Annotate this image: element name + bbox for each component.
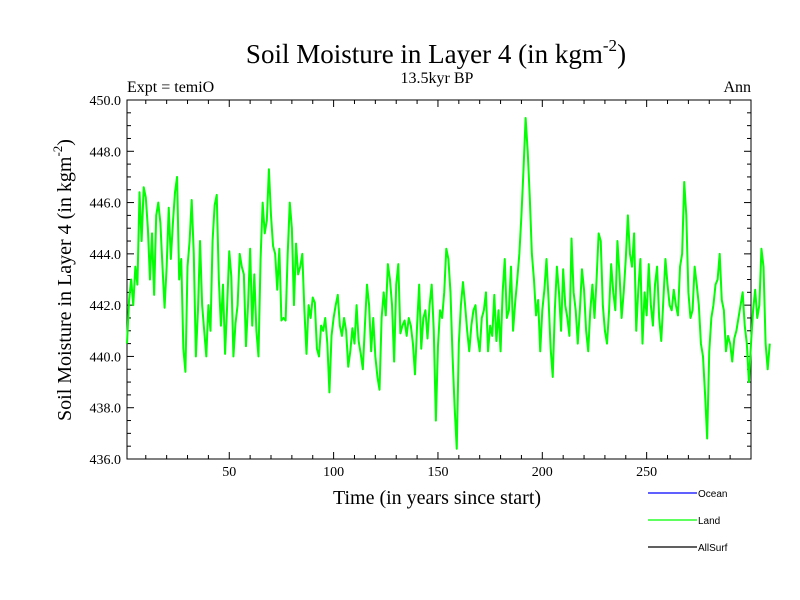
x-tick-label: 150: [427, 465, 448, 480]
period-label: 13.5kyr BP: [401, 70, 474, 87]
legend-label-land: Land: [698, 516, 720, 527]
x-tick-label: 200: [532, 465, 553, 480]
y-tick-label: 446.0: [90, 197, 122, 212]
axis-ticks: [127, 99, 752, 460]
axis-tick-labels: 50 100 150 200 250 436.0 438.0 440.0 442.0 444.0 4…: [90, 94, 658, 480]
y-tick-label: 436.0: [90, 453, 122, 468]
season-label: Ann: [723, 79, 751, 96]
legend: Ocean Land AllSurf: [648, 489, 728, 554]
chart-title: Soil Moisture in Layer 4 (in kgm-2): [246, 36, 626, 69]
series-line-land: [126, 116, 771, 450]
x-axis-label: Time (in years since start): [333, 487, 541, 509]
y-tick-label: 442.0: [90, 299, 122, 314]
x-tick-label: 100: [323, 465, 344, 480]
x-tick-label: 50: [222, 465, 236, 480]
y-tick-label: 438.0: [90, 402, 122, 417]
y-tick-label: 444.0: [90, 248, 122, 263]
y-tick-label: 440.0: [90, 350, 122, 365]
y-axis-label-superscript: -2: [50, 146, 65, 157]
chart-title-superscript: -2: [603, 36, 617, 55]
experiment-label: Expt = temiO: [127, 79, 214, 96]
legend-label-ocean: Ocean: [698, 489, 727, 500]
series-layer: [126, 116, 771, 450]
legend-label-allsurf: AllSurf: [698, 543, 728, 554]
y-tick-label: 448.0: [90, 145, 122, 160]
x-tick-label: 250: [636, 465, 657, 480]
y-tick-label: 450.0: [90, 94, 122, 109]
y-axis-label: Soil Moisture in Layer 4 (in kgm-2): [50, 139, 76, 421]
